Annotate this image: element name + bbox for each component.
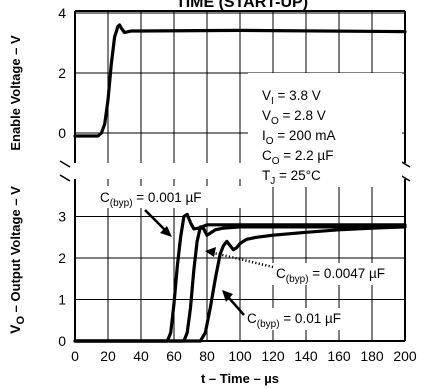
x-tick-label: 0 [71, 348, 79, 364]
arrowhead-cbyp-0001 [160, 226, 172, 237]
output-voltage-line-cbyp-00047 [73, 225, 407, 343]
annotations: C(byp) = 0.001 µF C(byp) = 0.0047 µF C(b… [95, 186, 403, 330]
y-tick-label-bottom: 0 [58, 333, 66, 349]
y-tick-label-bottom: 2 [58, 250, 66, 266]
output-voltage-line-cbyp-001 [73, 225, 407, 343]
x-tick-label: 160 [327, 348, 351, 364]
arrow-cbyp-001 [228, 297, 245, 316]
condition-vi: VI = 3.8 V [262, 88, 321, 107]
annotation-cbyp-0001: C(byp) = 0.001 µF [100, 190, 202, 209]
x-tick-label: 40 [133, 348, 149, 364]
arrowhead-cbyp-00047 [205, 247, 216, 257]
conditions: VI = 3.8 V VO = 2.8 V IO = 200 mA CO = 2… [262, 88, 335, 187]
y-axis-title-bottom: VO – Output Voltage – V [7, 186, 27, 334]
x-tick-label: 180 [360, 348, 384, 364]
x-tick-label: 60 [166, 348, 182, 364]
annotation-cbyp-001: C(byp) = 0.01 µF [247, 311, 341, 330]
x-tick-label: 120 [261, 348, 285, 364]
arrow-cbyp-00047 [213, 251, 274, 269]
chart-title: TIME (START-UP) [176, 0, 308, 11]
x-tick-label: 20 [100, 348, 116, 364]
conditions-box [248, 73, 402, 187]
y-tick-label-top: 2 [58, 65, 66, 81]
enable-voltage-line [73, 23, 407, 138]
x-tick-label: 100 [228, 348, 252, 364]
condition-co: CO = 2.2 µF [262, 148, 333, 167]
condition-io: IO = 200 mA [262, 128, 335, 147]
condition-vo: VO = 2.8 V [262, 108, 326, 127]
y-axis-title-top: Enable Voltage – V [8, 35, 23, 151]
y-tick-label-bottom: 1 [58, 292, 66, 308]
condition-tj: TJ = 25°C [262, 168, 321, 187]
x-tick-label: 140 [294, 348, 318, 364]
arrow-cbyp-0001 [144, 209, 168, 233]
x-tick-label: 200 [393, 348, 417, 364]
y-tick-label-top: 0 [58, 125, 66, 141]
x-tick-label: 80 [199, 348, 215, 364]
annotation-cbyp-00047: C(byp) = 0.0047 µF [276, 266, 385, 285]
axis-break-mark-left [59, 160, 71, 182]
output-voltage-line-cbyp-0001 [73, 212, 407, 343]
y-tick-label-top: 4 [58, 5, 66, 21]
curves [73, 23, 407, 343]
x-axis-title: t – Time – µs [201, 371, 279, 386]
arrowhead-cbyp-001 [222, 290, 233, 302]
y-tick-label-bottom: 3 [58, 209, 66, 225]
